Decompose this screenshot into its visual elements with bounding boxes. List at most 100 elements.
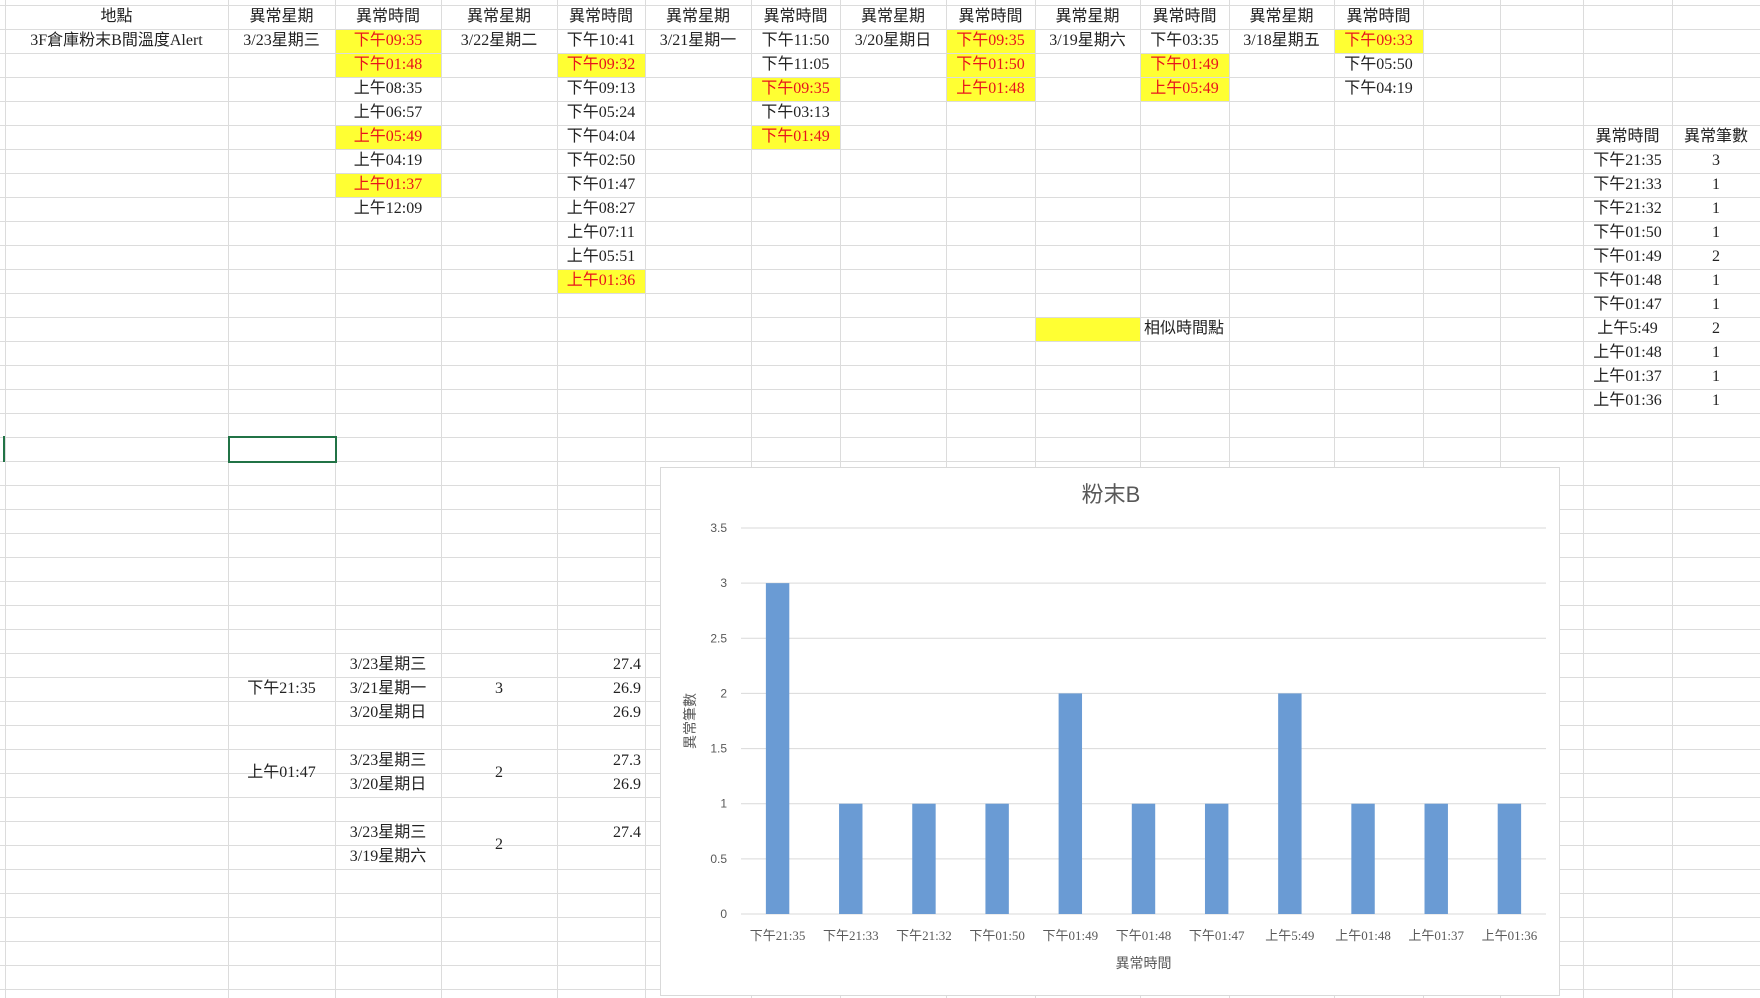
summary-time-cell[interactable]: 下午01:48 <box>1593 272 1662 289</box>
time-cell[interactable]: 上午05:51 <box>566 248 636 265</box>
header-weekday[interactable]: 異常星期 <box>860 8 925 25</box>
detail-date-cell[interactable]: 3/23星期三 <box>349 752 427 769</box>
header-time[interactable]: 異常時間 <box>568 8 633 25</box>
active-cell-selection[interactable] <box>228 436 337 463</box>
summary-count-cell[interactable]: 3 <box>1712 152 1720 169</box>
time-cell[interactable]: 下午09:13 <box>566 80 636 97</box>
time-cell[interactable]: 下午09:35 <box>353 32 423 49</box>
summary-count-cell[interactable]: 1 <box>1712 272 1720 289</box>
summary-time-cell[interactable]: 下午21:35 <box>1593 152 1662 169</box>
time-cell[interactable]: 下午03:13 <box>761 104 830 121</box>
location-cell[interactable]: 3F倉庫粉末B間溫度Alert <box>30 32 203 49</box>
time-cell[interactable]: 下午04:04 <box>566 128 636 145</box>
header-weekday[interactable]: 異常星期 <box>1249 8 1314 25</box>
time-cell[interactable]: 上午07:11 <box>567 224 635 241</box>
weekday-cell[interactable]: 3/22星期二 <box>460 32 538 49</box>
time-cell[interactable]: 下午11:50 <box>761 32 830 49</box>
time-cell[interactable]: 上午01:37 <box>353 176 423 193</box>
detail-date-cell[interactable]: 3/20星期日 <box>349 704 427 721</box>
time-cell[interactable]: 下午11:05 <box>761 56 830 73</box>
time-cell[interactable]: 下午09:35 <box>761 80 830 97</box>
weekday-cell[interactable]: 3/19星期六 <box>1049 32 1126 49</box>
summary-header-time[interactable]: 異常時間 <box>1595 128 1660 145</box>
summary-time-cell[interactable]: 下午01:47 <box>1593 296 1662 313</box>
time-cell[interactable]: 下午09:35 <box>956 32 1025 49</box>
y-tick-label: 1.5 <box>710 742 727 756</box>
detail-date-cell[interactable]: 3/23星期三 <box>349 824 427 841</box>
summary-count-cell[interactable]: 2 <box>1712 248 1720 265</box>
time-cell[interactable]: 下午05:50 <box>1344 56 1413 73</box>
summary-time-cell[interactable]: 下午01:50 <box>1593 224 1662 241</box>
detail-date-cell[interactable]: 3/23星期三 <box>349 656 427 673</box>
detail-count-cell[interactable]: 2 <box>495 836 503 853</box>
header-weekday[interactable]: 異常星期 <box>466 8 531 25</box>
time-cell[interactable]: 下午01:50 <box>956 56 1025 73</box>
time-cell[interactable]: 下午10:41 <box>566 32 636 49</box>
time-cell[interactable]: 下午09:32 <box>566 56 636 73</box>
summary-time-cell[interactable]: 下午21:33 <box>1593 176 1662 193</box>
weekday-cell[interactable]: 3/20星期日 <box>854 32 932 49</box>
summary-count-cell[interactable]: 2 <box>1712 320 1720 337</box>
time-cell[interactable]: 上午08:35 <box>353 80 423 97</box>
detail-time-cell[interactable]: 下午21:35 <box>247 680 316 697</box>
detail-date-cell[interactable]: 3/20星期日 <box>349 776 427 793</box>
summary-time-cell[interactable]: 上午01:36 <box>1593 392 1662 409</box>
weekday-cell[interactable]: 3/18星期五 <box>1243 32 1320 49</box>
detail-temp-cell[interactable]: 26.9 <box>613 680 641 697</box>
time-cell[interactable]: 下午01:48 <box>353 56 423 73</box>
detail-temp-cell[interactable]: 27.4 <box>613 656 641 673</box>
time-cell[interactable]: 上午01:48 <box>956 80 1025 97</box>
detail-count-cell[interactable]: 2 <box>495 764 503 781</box>
detail-count-cell[interactable]: 3 <box>495 680 503 697</box>
time-cell[interactable]: 上午12:09 <box>353 200 423 217</box>
summary-time-cell[interactable]: 下午01:49 <box>1593 248 1662 265</box>
header-location[interactable]: 地點 <box>100 8 133 25</box>
detail-temp-cell[interactable]: 27.4 <box>613 824 641 841</box>
time-cell[interactable]: 上午05:49 <box>353 128 423 145</box>
time-cell[interactable]: 下午05:24 <box>566 104 636 121</box>
summary-time-cell[interactable]: 上午01:37 <box>1593 368 1662 385</box>
bar-chart[interactable]: 粉末B 0 0.5 1 1.5 2 2.5 3 3.5 下午21:35 下午21:33 下午21:32… <box>660 467 1560 996</box>
summary-count-cell[interactable]: 1 <box>1712 344 1720 361</box>
header-time[interactable]: 異常時間 <box>355 8 420 25</box>
summary-count-cell[interactable]: 1 <box>1712 392 1720 409</box>
header-time[interactable]: 異常時間 <box>1152 8 1217 25</box>
summary-count-cell[interactable]: 1 <box>1712 176 1720 193</box>
weekday-cell[interactable]: 3/21星期一 <box>659 32 737 49</box>
time-cell[interactable]: 上午05:49 <box>1150 80 1219 97</box>
row-gridline <box>0 29 1760 30</box>
time-cell[interactable]: 下午09:33 <box>1344 32 1413 49</box>
time-cell[interactable]: 下午01:49 <box>1150 56 1219 73</box>
detail-temp-cell[interactable]: 26.9 <box>613 776 641 793</box>
summary-count-cell[interactable]: 1 <box>1712 224 1720 241</box>
time-cell[interactable]: 上午08:27 <box>566 200 636 217</box>
detail-temp-cell[interactable]: 27.3 <box>613 752 641 769</box>
time-cell[interactable]: 上午04:19 <box>353 152 423 169</box>
detail-date-cell[interactable]: 3/19星期六 <box>349 848 427 865</box>
summary-time-cell[interactable]: 上午01:48 <box>1593 344 1662 361</box>
header-time[interactable]: 異常時間 <box>958 8 1023 25</box>
legend-label[interactable]: 相似時間點 <box>1144 320 1225 337</box>
summary-count-cell[interactable]: 1 <box>1712 200 1720 217</box>
time-cell[interactable]: 下午03:35 <box>1150 32 1219 49</box>
header-time[interactable]: 異常時間 <box>763 8 828 25</box>
time-cell[interactable]: 下午01:47 <box>566 176 636 193</box>
time-cell[interactable]: 下午04:19 <box>1344 80 1413 97</box>
time-cell[interactable]: 上午06:57 <box>353 104 423 121</box>
summary-time-cell[interactable]: 下午21:32 <box>1593 200 1662 217</box>
detail-temp-cell[interactable]: 26.9 <box>613 704 641 721</box>
summary-count-cell[interactable]: 1 <box>1712 296 1720 313</box>
summary-count-cell[interactable]: 1 <box>1712 368 1720 385</box>
summary-header-count[interactable]: 異常筆數 <box>1683 128 1748 145</box>
time-cell[interactable]: 上午01:36 <box>566 272 636 289</box>
time-cell[interactable]: 下午01:49 <box>761 128 830 145</box>
header-weekday[interactable]: 異常星期 <box>1055 8 1120 25</box>
header-weekday[interactable]: 異常星期 <box>665 8 730 25</box>
detail-date-cell[interactable]: 3/21星期一 <box>349 680 427 697</box>
header-weekday[interactable]: 異常星期 <box>249 8 314 25</box>
weekday-cell[interactable]: 3/23星期三 <box>243 32 320 49</box>
summary-time-cell[interactable]: 上午5:49 <box>1597 320 1658 337</box>
header-time[interactable]: 異常時間 <box>1346 8 1411 25</box>
detail-time-cell[interactable]: 上午01:47 <box>247 764 316 781</box>
time-cell[interactable]: 下午02:50 <box>566 152 636 169</box>
